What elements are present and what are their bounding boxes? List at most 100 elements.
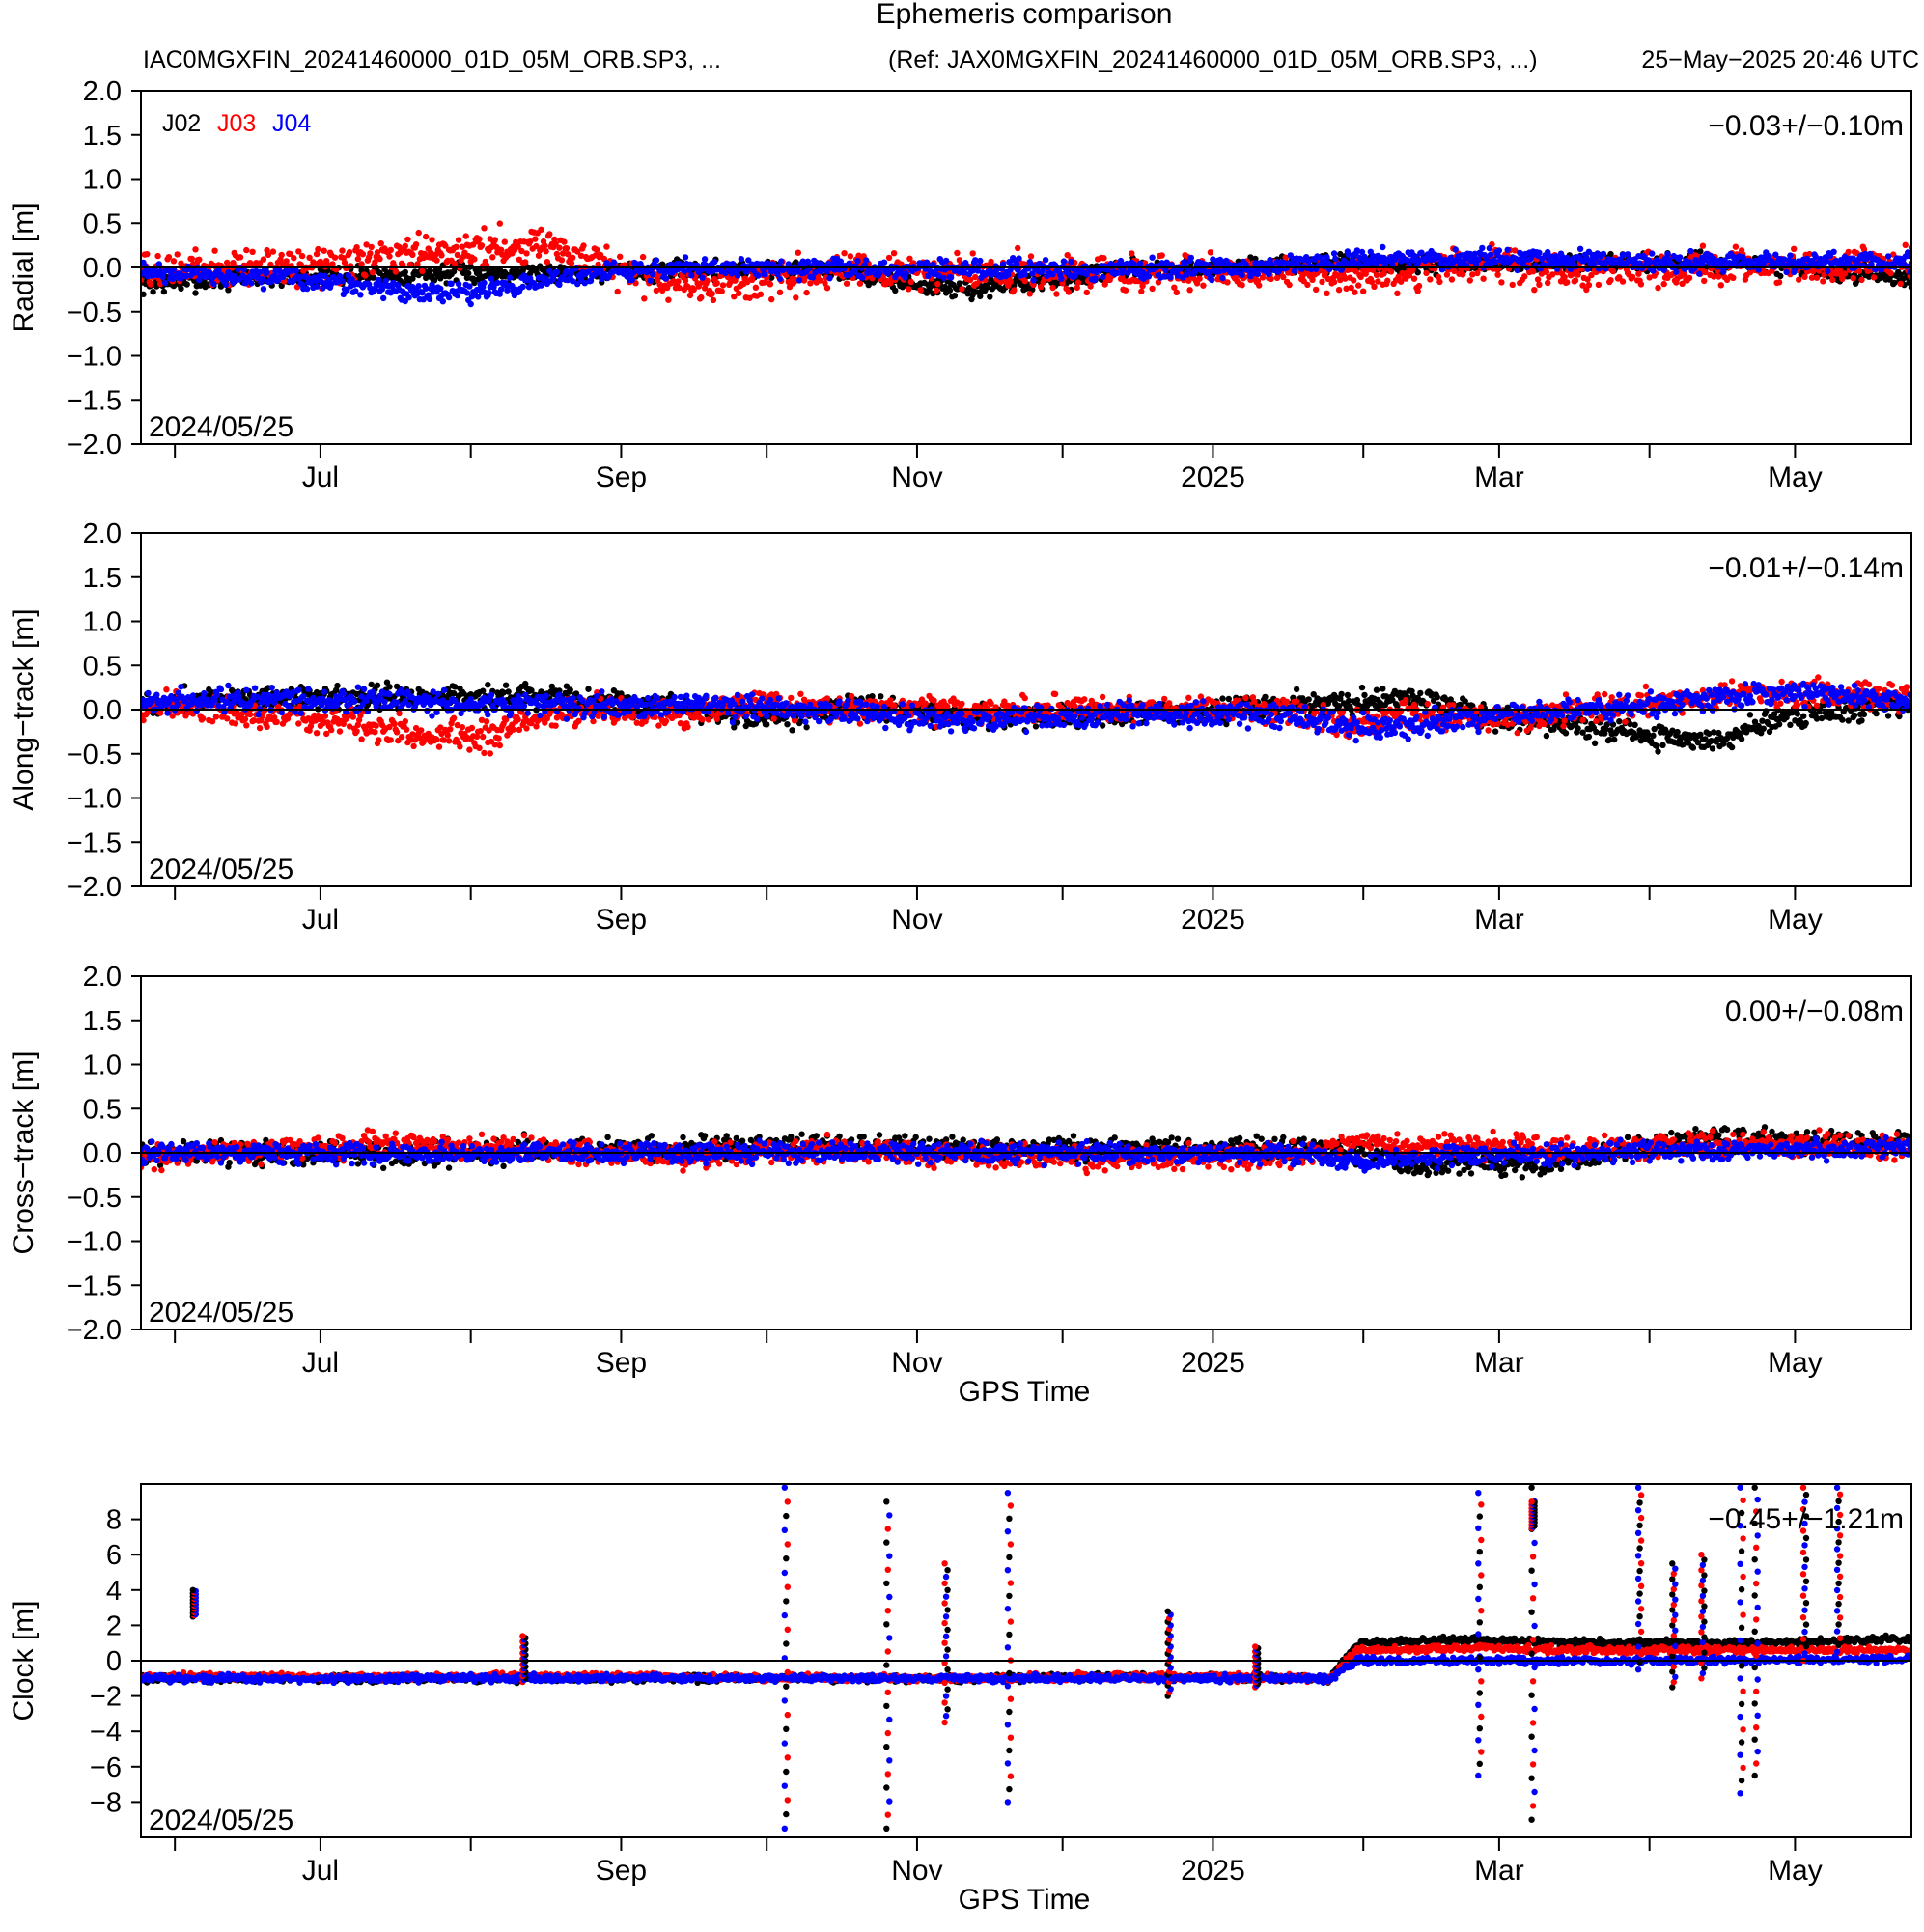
- data-point: [548, 683, 555, 690]
- data-point: [437, 285, 444, 293]
- data-point: [1664, 251, 1671, 258]
- data-point: [1717, 282, 1725, 289]
- data-point: [217, 283, 225, 290]
- data-point: [414, 261, 421, 267]
- data-point: [1619, 251, 1627, 258]
- data-point: [467, 300, 474, 308]
- data-point: [1858, 276, 1865, 284]
- data-point: [496, 220, 503, 227]
- data-point: [1617, 256, 1624, 263]
- data-point: [1715, 273, 1722, 280]
- data-point: [977, 257, 984, 265]
- data-point: [315, 245, 321, 253]
- data-point: [1065, 289, 1073, 295]
- data-point: [192, 246, 199, 253]
- data-point: [1538, 270, 1546, 277]
- data-point: [686, 292, 694, 299]
- data-point: [174, 251, 181, 258]
- data-point: [738, 256, 744, 263]
- y-tick-label: −0.5: [67, 297, 122, 328]
- data-point: [415, 229, 422, 237]
- data-point: [1027, 253, 1035, 260]
- data-point: [295, 248, 302, 255]
- data-point: [577, 252, 585, 259]
- data-point: [339, 247, 346, 254]
- data-point: [1480, 275, 1487, 282]
- data-point: [283, 258, 290, 265]
- data-point: [267, 261, 274, 268]
- data-point: [1167, 274, 1174, 281]
- data-point: [1597, 259, 1603, 266]
- data-point: [1436, 278, 1443, 286]
- data-point: [977, 293, 984, 299]
- data-point: [1358, 248, 1366, 256]
- data-point: [1200, 282, 1207, 289]
- data-point: [276, 267, 283, 274]
- data-point: [544, 259, 550, 266]
- data-point: [433, 257, 440, 264]
- y-axis-label: Radial [m]: [8, 202, 40, 332]
- data-point: [1448, 276, 1456, 283]
- data-point: [1399, 269, 1406, 277]
- data-point: [1209, 276, 1215, 284]
- data-point: [278, 251, 285, 259]
- data-point: [1841, 270, 1849, 277]
- data-point: [570, 254, 576, 261]
- y-tick-label: 1.5: [83, 121, 122, 152]
- data-point: [313, 283, 321, 290]
- data-point: [558, 257, 566, 264]
- data-point: [729, 261, 737, 267]
- data-point: [1584, 276, 1591, 283]
- data-point: [1469, 271, 1476, 278]
- data-point: [1139, 282, 1146, 290]
- data-point: [776, 275, 784, 283]
- data-point: [412, 241, 420, 248]
- data-point: [1545, 279, 1551, 287]
- data-point: [843, 280, 850, 287]
- plot-area: [142, 674, 1910, 757]
- data-point: [1839, 275, 1846, 283]
- data-point: [313, 250, 321, 258]
- data-point: [1375, 278, 1381, 285]
- data-point: [617, 253, 624, 260]
- data-point: [1650, 267, 1657, 274]
- data-point: [1908, 244, 1910, 251]
- data-point: [863, 257, 870, 264]
- data-point: [659, 287, 666, 294]
- data-point: [940, 274, 947, 282]
- data-point: [1697, 248, 1704, 255]
- data-point: [225, 287, 232, 294]
- data-point: [429, 237, 435, 243]
- data-point: [1026, 291, 1034, 297]
- data-point: [1487, 251, 1494, 258]
- data-point: [1114, 269, 1121, 276]
- data-point: [704, 277, 711, 284]
- data-point: [675, 278, 682, 285]
- data-point: [1196, 275, 1203, 282]
- data-point: [701, 256, 709, 263]
- data-point: [1187, 254, 1195, 262]
- data-point: [466, 283, 473, 290]
- x-tick-label: Sep: [596, 462, 647, 493]
- data-point: [988, 258, 994, 266]
- data-point: [1273, 274, 1281, 281]
- data-point: [415, 283, 422, 290]
- data-point: [439, 298, 446, 305]
- data-point: [731, 294, 738, 300]
- data-point: [442, 242, 449, 249]
- data-point: [906, 286, 912, 293]
- data-point: [755, 272, 762, 279]
- data-point: [183, 281, 190, 288]
- data-point: [455, 237, 462, 243]
- data-point: [954, 249, 961, 257]
- data-point: [1161, 273, 1168, 280]
- data-point: [1813, 274, 1821, 281]
- data-point: [1836, 266, 1844, 273]
- data-point: [454, 292, 461, 299]
- data-point: [345, 272, 351, 279]
- data-point: [1415, 282, 1423, 290]
- data-point: [349, 276, 355, 283]
- data-point: [969, 250, 976, 257]
- y-tick-label: −2.0: [67, 430, 122, 461]
- data-point: [1042, 257, 1049, 264]
